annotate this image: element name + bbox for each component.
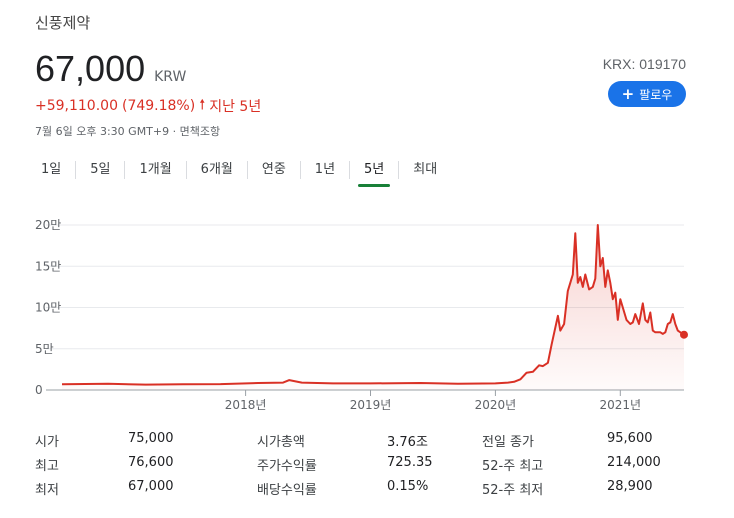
stat-value: 67,000 — [128, 479, 174, 494]
stat-label: 최저 — [35, 483, 59, 498]
y-tick-label: 15만 — [35, 259, 61, 273]
stat-label: 시가 — [35, 435, 59, 450]
tab-separator — [246, 161, 248, 179]
tab-range-6[interactable]: 5년 — [350, 159, 398, 187]
stat-value: 75,000 — [128, 431, 174, 446]
tab-separator — [124, 161, 126, 179]
x-tick-label: 2020년 — [475, 398, 517, 412]
tab-range-3[interactable]: 6개월 — [200, 162, 233, 177]
stat-label: 주가수익률 — [257, 459, 317, 474]
stat-label: 52-주 최저 — [482, 483, 544, 498]
stat-label: 시가총액 — [257, 435, 305, 450]
x-tick-label: 2019년 — [350, 398, 392, 412]
tab-range-7[interactable]: 최대 — [413, 162, 438, 177]
stat-value: 725.35 — [387, 455, 433, 470]
tab-range-2[interactable]: 1개월 — [139, 162, 172, 177]
change-percent: (749.18%) — [121, 98, 196, 114]
y-tick-label: 0 — [35, 383, 43, 397]
y-tick-label: 5만 — [35, 342, 54, 356]
stat-label: 최고 — [35, 459, 59, 474]
change-period: 지난 5년 — [209, 99, 262, 115]
arrow-up-icon: 🠕 — [199, 97, 206, 113]
stat-value: 214,000 — [607, 455, 661, 470]
stat-label: 전일 종가 — [482, 435, 534, 450]
price-row: 67,000 KRW — [35, 48, 186, 90]
follow-button[interactable]: + 팔로우 — [608, 81, 686, 107]
y-tick-label: 10만 — [35, 301, 61, 315]
stat-value: 0.15% — [387, 479, 429, 494]
series-line — [61, 224, 685, 386]
tab-separator — [75, 161, 77, 179]
stat-label: 배당수익률 — [257, 483, 317, 498]
stat-value: 76,600 — [128, 455, 174, 470]
stat-value: 95,600 — [607, 431, 653, 446]
tab-separator — [349, 161, 351, 179]
current-price: 67,000 — [35, 48, 146, 89]
x-tick-label: 2018년 — [225, 398, 267, 412]
ticker-symbol: KRX: 019170 — [602, 56, 686, 72]
x-tick-label: 2021년 — [600, 398, 642, 412]
follow-button-label: 팔로우 — [639, 87, 673, 102]
stat-value: 3.76조 — [387, 435, 428, 450]
tab-range-1[interactable]: 5일 — [90, 162, 111, 177]
tab-range-5[interactable]: 1년 — [314, 162, 336, 177]
last-point-marker — [680, 330, 688, 339]
tab-range-0[interactable]: 1일 — [41, 162, 62, 177]
y-tick-label: 20만 — [35, 218, 61, 232]
series-area — [62, 225, 684, 390]
price-change: +59,110.00 (749.18%) 🠕 지난 5년 — [35, 94, 261, 118]
timestamp-disclaimer: 7월 6일 오후 3:30 GMT+9 · 면책조항 — [35, 125, 221, 138]
company-name: 신풍제약 — [35, 14, 91, 32]
tab-range-4[interactable]: 연중 — [261, 162, 286, 177]
change-amount: +59,110.00 — [35, 98, 118, 114]
range-tabs: 1일 5일 1개월 6개월 연중 1년 5년 최대 — [27, 159, 451, 187]
currency-label: KRW — [154, 69, 187, 85]
tab-separator — [398, 161, 400, 179]
tab-separator — [185, 161, 187, 179]
stat-label: 52-주 최고 — [482, 459, 544, 474]
price-chart[interactable]: 20만 15만 10만 5만 0 2018년 2019년 2020년 2021년 — [0, 205, 734, 430]
tab-separator — [299, 161, 301, 179]
plus-icon: + — [621, 84, 635, 103]
stat-value: 28,900 — [607, 479, 653, 494]
